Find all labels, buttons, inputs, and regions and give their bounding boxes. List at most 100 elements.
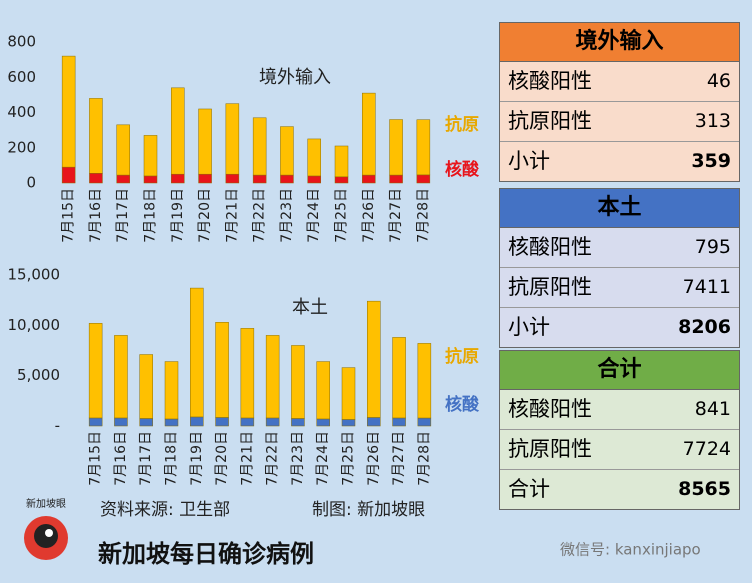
table-row: 小计 8206 [500, 308, 739, 347]
chart-title: 本土 [292, 297, 328, 318]
legend-label: 抗原 [445, 346, 479, 367]
y-tick-label: 400 [7, 103, 36, 121]
x-tick-label: 7月15日 [88, 431, 104, 486]
x-tick-label: 7月25日 [341, 431, 357, 486]
bar-segment [265, 417, 280, 427]
credit: 制图: 新加坡眼 [312, 500, 425, 520]
bar-segment [307, 175, 321, 184]
cell-value: 841 [694, 398, 731, 420]
bar-segment [341, 419, 356, 427]
x-tick-label: 7月20日 [197, 188, 213, 243]
table-row: 核酸阳性 841 [500, 390, 739, 430]
x-tick-label: 7月27日 [391, 431, 407, 486]
cell-value: 313 [694, 110, 731, 132]
logo-eye [34, 524, 58, 548]
bar-segment [291, 345, 305, 419]
cell-value: 7724 [682, 438, 731, 460]
bar-segment [198, 108, 212, 175]
bar-segment [367, 300, 381, 418]
logo-pupil [45, 529, 53, 537]
bar-segment [362, 174, 376, 184]
bar-segment [164, 361, 179, 420]
bar-segment [88, 417, 103, 427]
summary-table: 合计核酸阳性 841 抗原阳性 7724 合计 8565 [499, 350, 740, 510]
y-tick-label: 200 [7, 138, 36, 156]
cell-label: 小计 [508, 149, 550, 173]
bar-segment [215, 322, 229, 418]
x-tick-label: 7月23日 [290, 431, 306, 486]
y-tick-label: 15,000 [8, 266, 61, 284]
cell-label: 抗原阳性 [508, 275, 592, 299]
summary-table: 境外输入 核酸阳性 46 抗原阳性 313 小计 359 [499, 22, 740, 182]
bar-segment [143, 175, 158, 184]
x-tick-label: 7月26日 [361, 188, 377, 243]
x-tick-label: 7月15日 [61, 188, 77, 243]
bar-segment [417, 417, 432, 427]
x-tick-label: 7月21日 [224, 188, 240, 243]
x-tick-label: 7月21日 [239, 431, 255, 486]
table-row: 小计 359 [500, 142, 739, 181]
x-tick-label: 7月28日 [415, 188, 431, 243]
bar-segment [225, 173, 240, 184]
x-tick-label: 7月27日 [388, 188, 404, 243]
bar-segment [280, 126, 294, 176]
table-header: 本土 [500, 189, 739, 228]
bar-segment [417, 343, 432, 419]
x-tick-label: 7月20日 [214, 431, 230, 486]
x-tick-label: 7月16日 [113, 431, 129, 486]
x-tick-label: 7月18日 [143, 188, 159, 243]
table-row: 抗原阳性 7724 [500, 430, 739, 470]
bar-segment [88, 323, 103, 419]
y-tick-label: - [55, 417, 60, 435]
y-tick-label: 800 [7, 33, 36, 51]
table-row: 抗原阳性 7411 [500, 268, 739, 308]
x-tick-label: 7月19日 [189, 431, 205, 486]
cell-value: 7411 [682, 276, 731, 298]
bar-segment [89, 98, 103, 174]
summary-table: 本土 核酸阳性 795 抗原阳性 7411 小计 8206 [499, 188, 740, 348]
bar-segment [114, 335, 128, 419]
bar-segment [291, 418, 305, 427]
bar-segment [334, 176, 349, 184]
x-tick-label: 7月22日 [265, 431, 281, 486]
page-title: 新加坡每日确诊病例 [98, 540, 314, 568]
bar-segment [280, 174, 294, 184]
bar-segment [389, 174, 403, 184]
bar-segment [139, 354, 153, 419]
table-header: 合计 [500, 351, 739, 390]
legend-label: 核酸 [445, 159, 480, 180]
bar-segment [316, 361, 330, 420]
table-header: 境外输入 [500, 23, 739, 62]
x-tick-label: 7月25日 [334, 188, 350, 243]
bar-segment [198, 173, 212, 184]
y-tick-label: 0 [26, 174, 36, 192]
bar-segment [362, 92, 376, 176]
bar-segment [367, 417, 381, 427]
x-tick-label: 7月17日 [115, 188, 131, 243]
x-tick-label: 7月24日 [306, 188, 322, 243]
x-tick-label: 7月24日 [315, 431, 331, 486]
bar-segment [225, 103, 240, 175]
y-tick-label: 600 [7, 68, 36, 86]
cell-label: 抗原阳性 [508, 109, 592, 133]
bar-segment [316, 418, 330, 427]
bar-segment [164, 418, 179, 427]
x-tick-label: 7月16日 [88, 188, 104, 243]
cell-label: 核酸阳性 [508, 235, 592, 259]
bar-segment [143, 135, 158, 177]
bar-segment [392, 337, 406, 419]
x-tick-label: 7月18日 [164, 431, 180, 486]
bar-segment [334, 145, 349, 178]
bar-segment [171, 173, 185, 184]
wechat: 微信号: kanxinjiapo [560, 541, 701, 559]
logo-text: 新加坡眼 [26, 497, 66, 510]
y-tick-label: 10,000 [8, 316, 61, 334]
bar-segment [416, 174, 431, 184]
x-tick-label: 7月19日 [170, 188, 186, 243]
bar-segment [341, 367, 356, 420]
table-row: 合计 8565 [500, 470, 739, 509]
cell-label: 核酸阳性 [508, 397, 592, 421]
bar-segment [307, 138, 321, 177]
